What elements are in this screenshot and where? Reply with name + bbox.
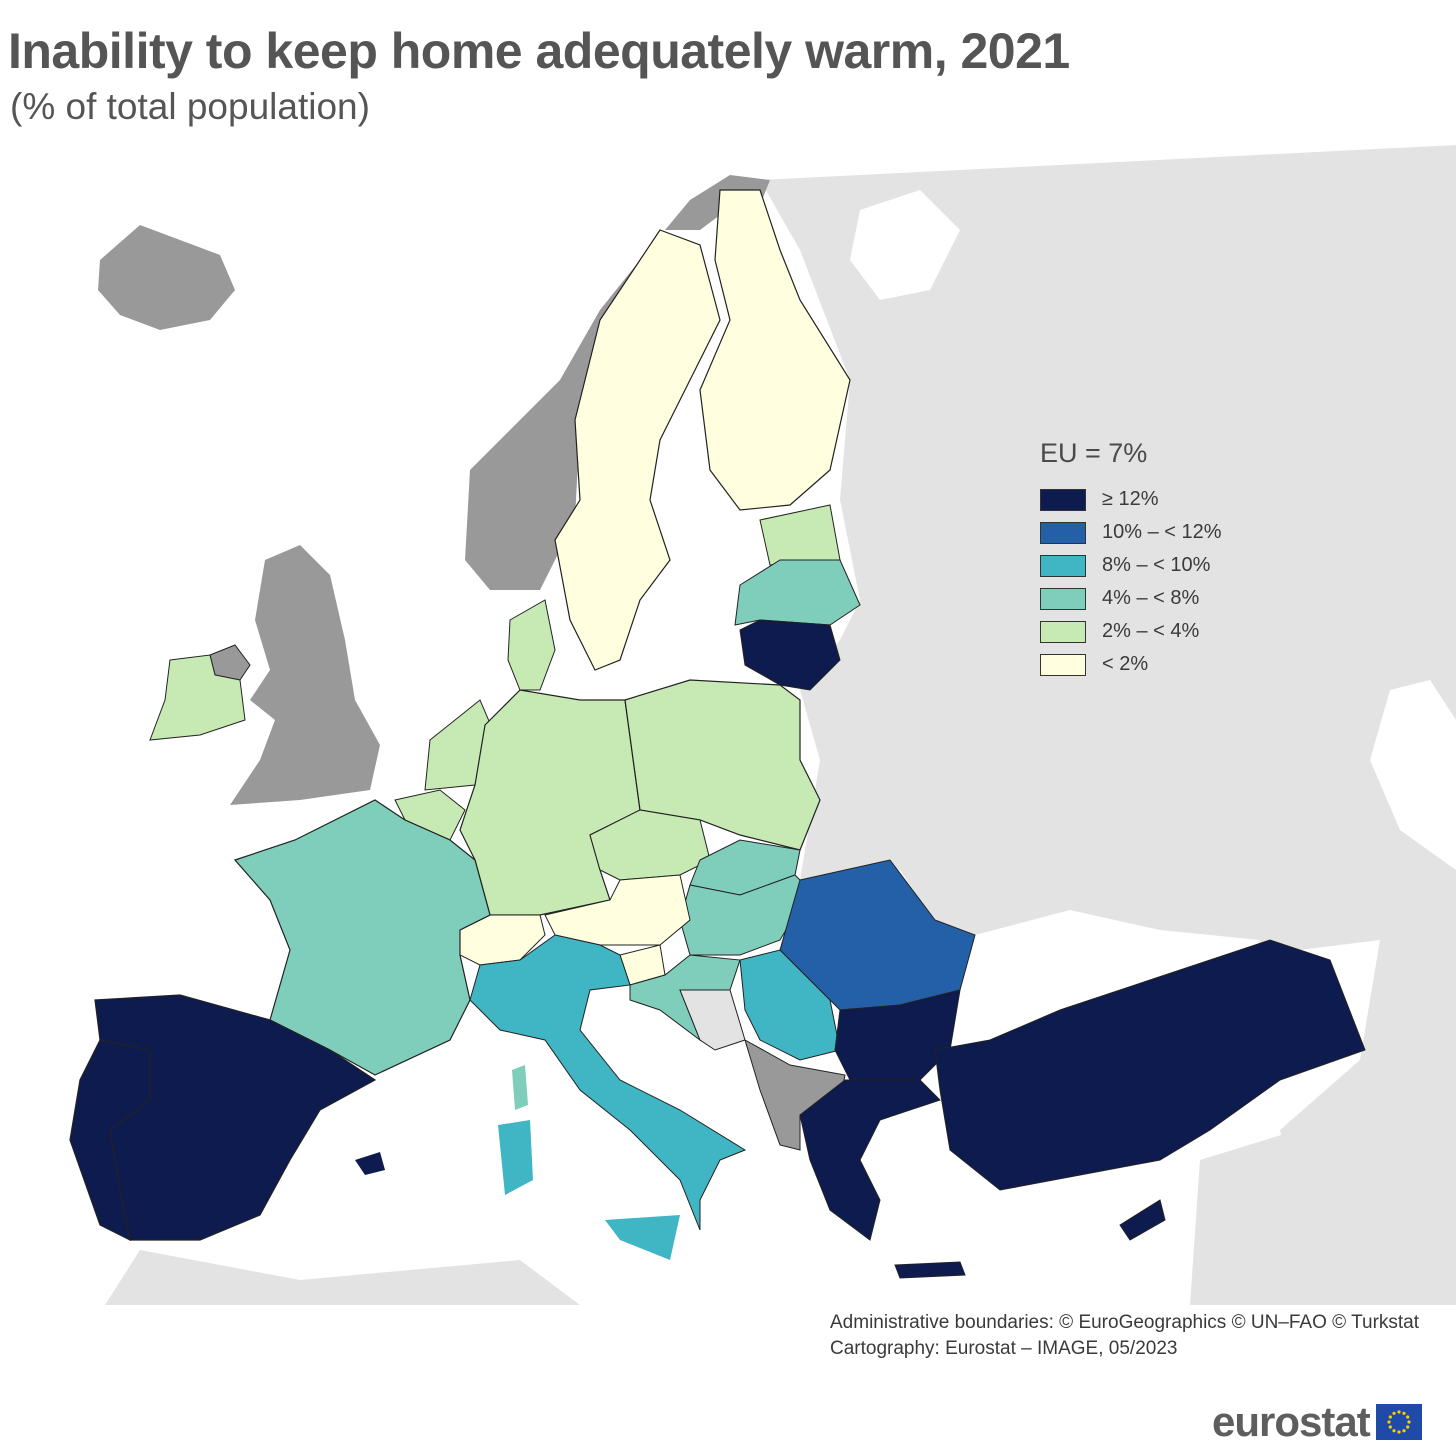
country-bulgaria [834, 989, 961, 1081]
country-portugal [69, 1039, 151, 1242]
legend-swatch [1040, 620, 1086, 643]
legend-title: EU = 7% [1040, 438, 1148, 468]
legend-label: 2% – < 4% [1102, 620, 1200, 642]
eurostat-logo: eurostat [1212, 1398, 1422, 1446]
map-legend: EU = 7% ≥ 12% 10% – < 12% 8% – < 10% 4% … [1040, 438, 1222, 681]
legend-item: 8% – < 10% [1040, 549, 1222, 582]
region-eastern-europe [760, 145, 1456, 1300]
country-czechia [589, 809, 711, 881]
country-france [233, 799, 491, 1076]
legend-label: 10% – < 12% [1102, 521, 1222, 543]
legend-swatch [1040, 653, 1086, 676]
legend-item: < 2% [1040, 648, 1222, 681]
legend-swatch [1040, 488, 1086, 511]
legend-label: 8% – < 10% [1102, 554, 1211, 576]
legend-label: ≥ 12% [1102, 488, 1159, 510]
island-balearic [355, 1152, 385, 1175]
country-greece [799, 1079, 941, 1241]
legend-label: 4% – < 8% [1102, 587, 1200, 609]
country-lithuania [739, 619, 841, 691]
eu-flag-icon [1375, 1404, 1422, 1440]
country-sweden [554, 229, 721, 671]
country-italy [469, 934, 747, 1231]
country-estonia [759, 504, 841, 566]
country-united-kingdom [230, 545, 380, 805]
caspian-sea [1370, 680, 1456, 870]
country-norway [465, 175, 770, 590]
region-middle-east [1190, 1120, 1456, 1305]
black-sea [960, 910, 1260, 1040]
island-sicily [605, 1215, 680, 1260]
country-turkey [934, 939, 1366, 1191]
island-sardinia [498, 1120, 533, 1195]
legend-swatch [1040, 554, 1086, 577]
country-denmark [507, 599, 556, 691]
country-finland [699, 189, 851, 511]
legend-label: < 2% [1102, 653, 1149, 675]
map-credits: Administrative boundaries: © EuroGeograp… [830, 1310, 1419, 1362]
region-north-africa [105, 1250, 580, 1305]
credits-boundaries: Administrative boundaries: © EuroGeograp… [830, 1312, 1420, 1333]
logo-text: eurostat [1212, 1398, 1371, 1445]
country-cyprus [1119, 1199, 1166, 1241]
credits-cartography: Cartography: Eurostat – IMAGE, 05/2023 [830, 1338, 1178, 1359]
country-iceland [98, 225, 235, 330]
legend-item: 2% – < 4% [1040, 615, 1222, 648]
island-corsica [512, 1065, 528, 1110]
legend-swatch [1040, 521, 1086, 544]
country-bosnia [679, 989, 746, 1051]
country-latvia [734, 559, 861, 626]
country-hungary [679, 874, 811, 956]
country-belgium [394, 789, 466, 841]
legend-item: 4% – < 8% [1040, 582, 1222, 615]
page-subtitle: (% of total population) [10, 86, 370, 127]
country-ireland [149, 654, 246, 741]
legend-swatch [1040, 587, 1086, 610]
legend-item: ≥ 12% [1040, 483, 1222, 516]
white-sea [850, 190, 960, 300]
country-germany [459, 689, 641, 916]
page-title: Inability to keep home adequately warm, … [8, 23, 1070, 79]
island-crete [894, 1261, 966, 1279]
country-switzerland [459, 914, 546, 966]
legend-item: 10% – < 12% [1040, 516, 1222, 549]
